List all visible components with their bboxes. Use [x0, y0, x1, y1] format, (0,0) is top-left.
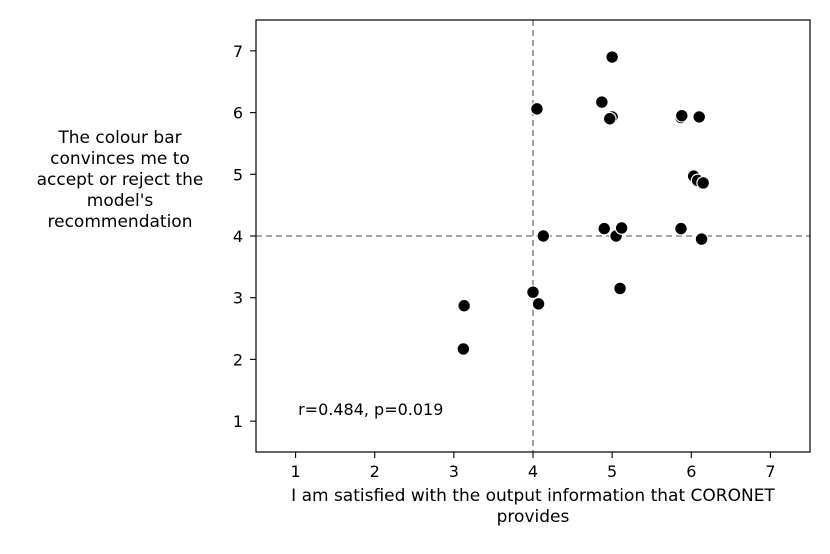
data-point: [456, 342, 471, 356]
data-point: [696, 176, 711, 190]
y-tick-label: 3: [233, 289, 243, 308]
x-tick-label: 5: [607, 462, 617, 481]
x-axis-label-line: provides: [496, 507, 570, 527]
y-axis-label-line: accept or reject the: [36, 170, 204, 190]
y-tick-label: 2: [233, 350, 243, 369]
y-tick-label: 4: [233, 227, 243, 246]
data-point: [613, 281, 627, 296]
x-tick-label: 3: [449, 462, 459, 481]
x-tick-label: 7: [765, 462, 775, 481]
y-tick-label: 6: [233, 104, 243, 123]
y-axis-label-line: The colour bar: [58, 128, 182, 148]
data-point: [674, 108, 689, 123]
data-point: [526, 285, 540, 300]
y-axis-label-line: recommendation: [47, 212, 193, 232]
x-tick-label: 2: [370, 462, 380, 481]
y-tick-label: 5: [233, 165, 243, 184]
x-tick-label: 6: [686, 462, 696, 481]
data-point: [530, 101, 544, 116]
data-point: [536, 229, 551, 243]
data-point: [457, 298, 472, 313]
y-axis-label-line: model's: [86, 191, 154, 211]
x-tick-label: 4: [528, 462, 538, 481]
correlation-annotation: r=0.484, p=0.019: [298, 400, 443, 419]
data-point: [605, 50, 620, 64]
x-axis-label-line: I am satisfied with the output informati…: [291, 486, 775, 506]
x-axis-label: I am satisfied with the output informati…: [248, 486, 818, 528]
data-point: [674, 221, 688, 236]
x-tick-label: 1: [290, 462, 300, 481]
y-tick-label: 7: [233, 42, 243, 61]
data-point: [602, 111, 617, 126]
y-axis-label: The colour bar convinces me to accept or…: [22, 128, 218, 233]
data-point: [694, 232, 709, 246]
data-point: [531, 296, 546, 311]
data-point: [597, 221, 612, 236]
data-point: [692, 109, 707, 124]
data-point: [594, 95, 609, 109]
y-axis-label-line: convinces me to: [50, 149, 190, 169]
y-tick-label: 1: [233, 412, 243, 431]
data-point: [614, 221, 629, 235]
